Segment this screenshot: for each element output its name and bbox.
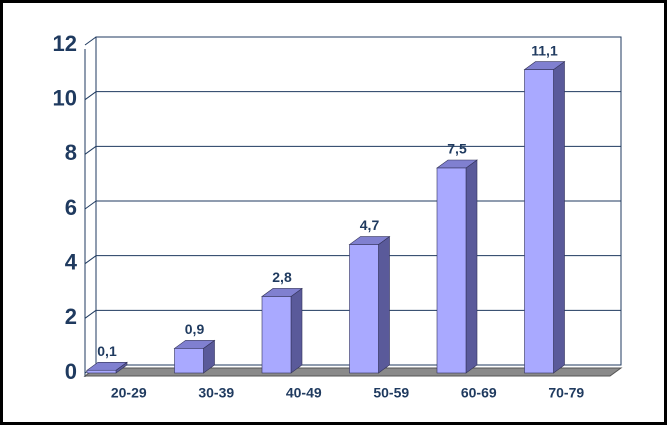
x-tick-label: 30-39 bbox=[198, 385, 234, 401]
value-label: 2,8 bbox=[272, 269, 292, 285]
bar-side bbox=[465, 159, 478, 374]
y-tick-label: 0 bbox=[65, 359, 77, 384]
x-tick-label: 50-59 bbox=[373, 385, 409, 401]
side-tick bbox=[84, 309, 97, 319]
side-tick bbox=[84, 200, 97, 210]
side-tick bbox=[84, 145, 97, 155]
bar-side bbox=[553, 61, 565, 374]
y-tick-label: 10 bbox=[53, 85, 77, 110]
value-label: 0,1 bbox=[97, 343, 117, 359]
x-tick-label: 60-69 bbox=[461, 385, 497, 401]
bar bbox=[349, 244, 379, 374]
y-tick-label: 8 bbox=[65, 140, 77, 165]
bar bbox=[436, 167, 467, 374]
y-tick-label: 4 bbox=[65, 249, 78, 274]
side-tick bbox=[84, 255, 97, 265]
bar-side bbox=[290, 287, 303, 374]
y-tick-label: 6 bbox=[65, 195, 77, 220]
y-tick-label: 2 bbox=[65, 304, 77, 329]
value-label: 7,5 bbox=[447, 141, 467, 157]
value-label: 0,9 bbox=[185, 321, 205, 337]
value-label: 4,7 bbox=[360, 217, 380, 233]
bar bbox=[261, 296, 292, 374]
y-tick-label: 12 bbox=[53, 31, 77, 56]
bar-side bbox=[378, 235, 390, 374]
x-tick-label: 40-49 bbox=[286, 385, 322, 401]
bar bbox=[86, 369, 117, 374]
value-label: 11,1 bbox=[531, 42, 558, 58]
x-tick-label: 20-29 bbox=[111, 385, 147, 401]
bar bbox=[524, 69, 554, 374]
bar bbox=[174, 348, 204, 374]
x-tick-label: 70-79 bbox=[548, 385, 584, 401]
side-tick bbox=[84, 36, 97, 46]
side-tick bbox=[84, 91, 97, 101]
